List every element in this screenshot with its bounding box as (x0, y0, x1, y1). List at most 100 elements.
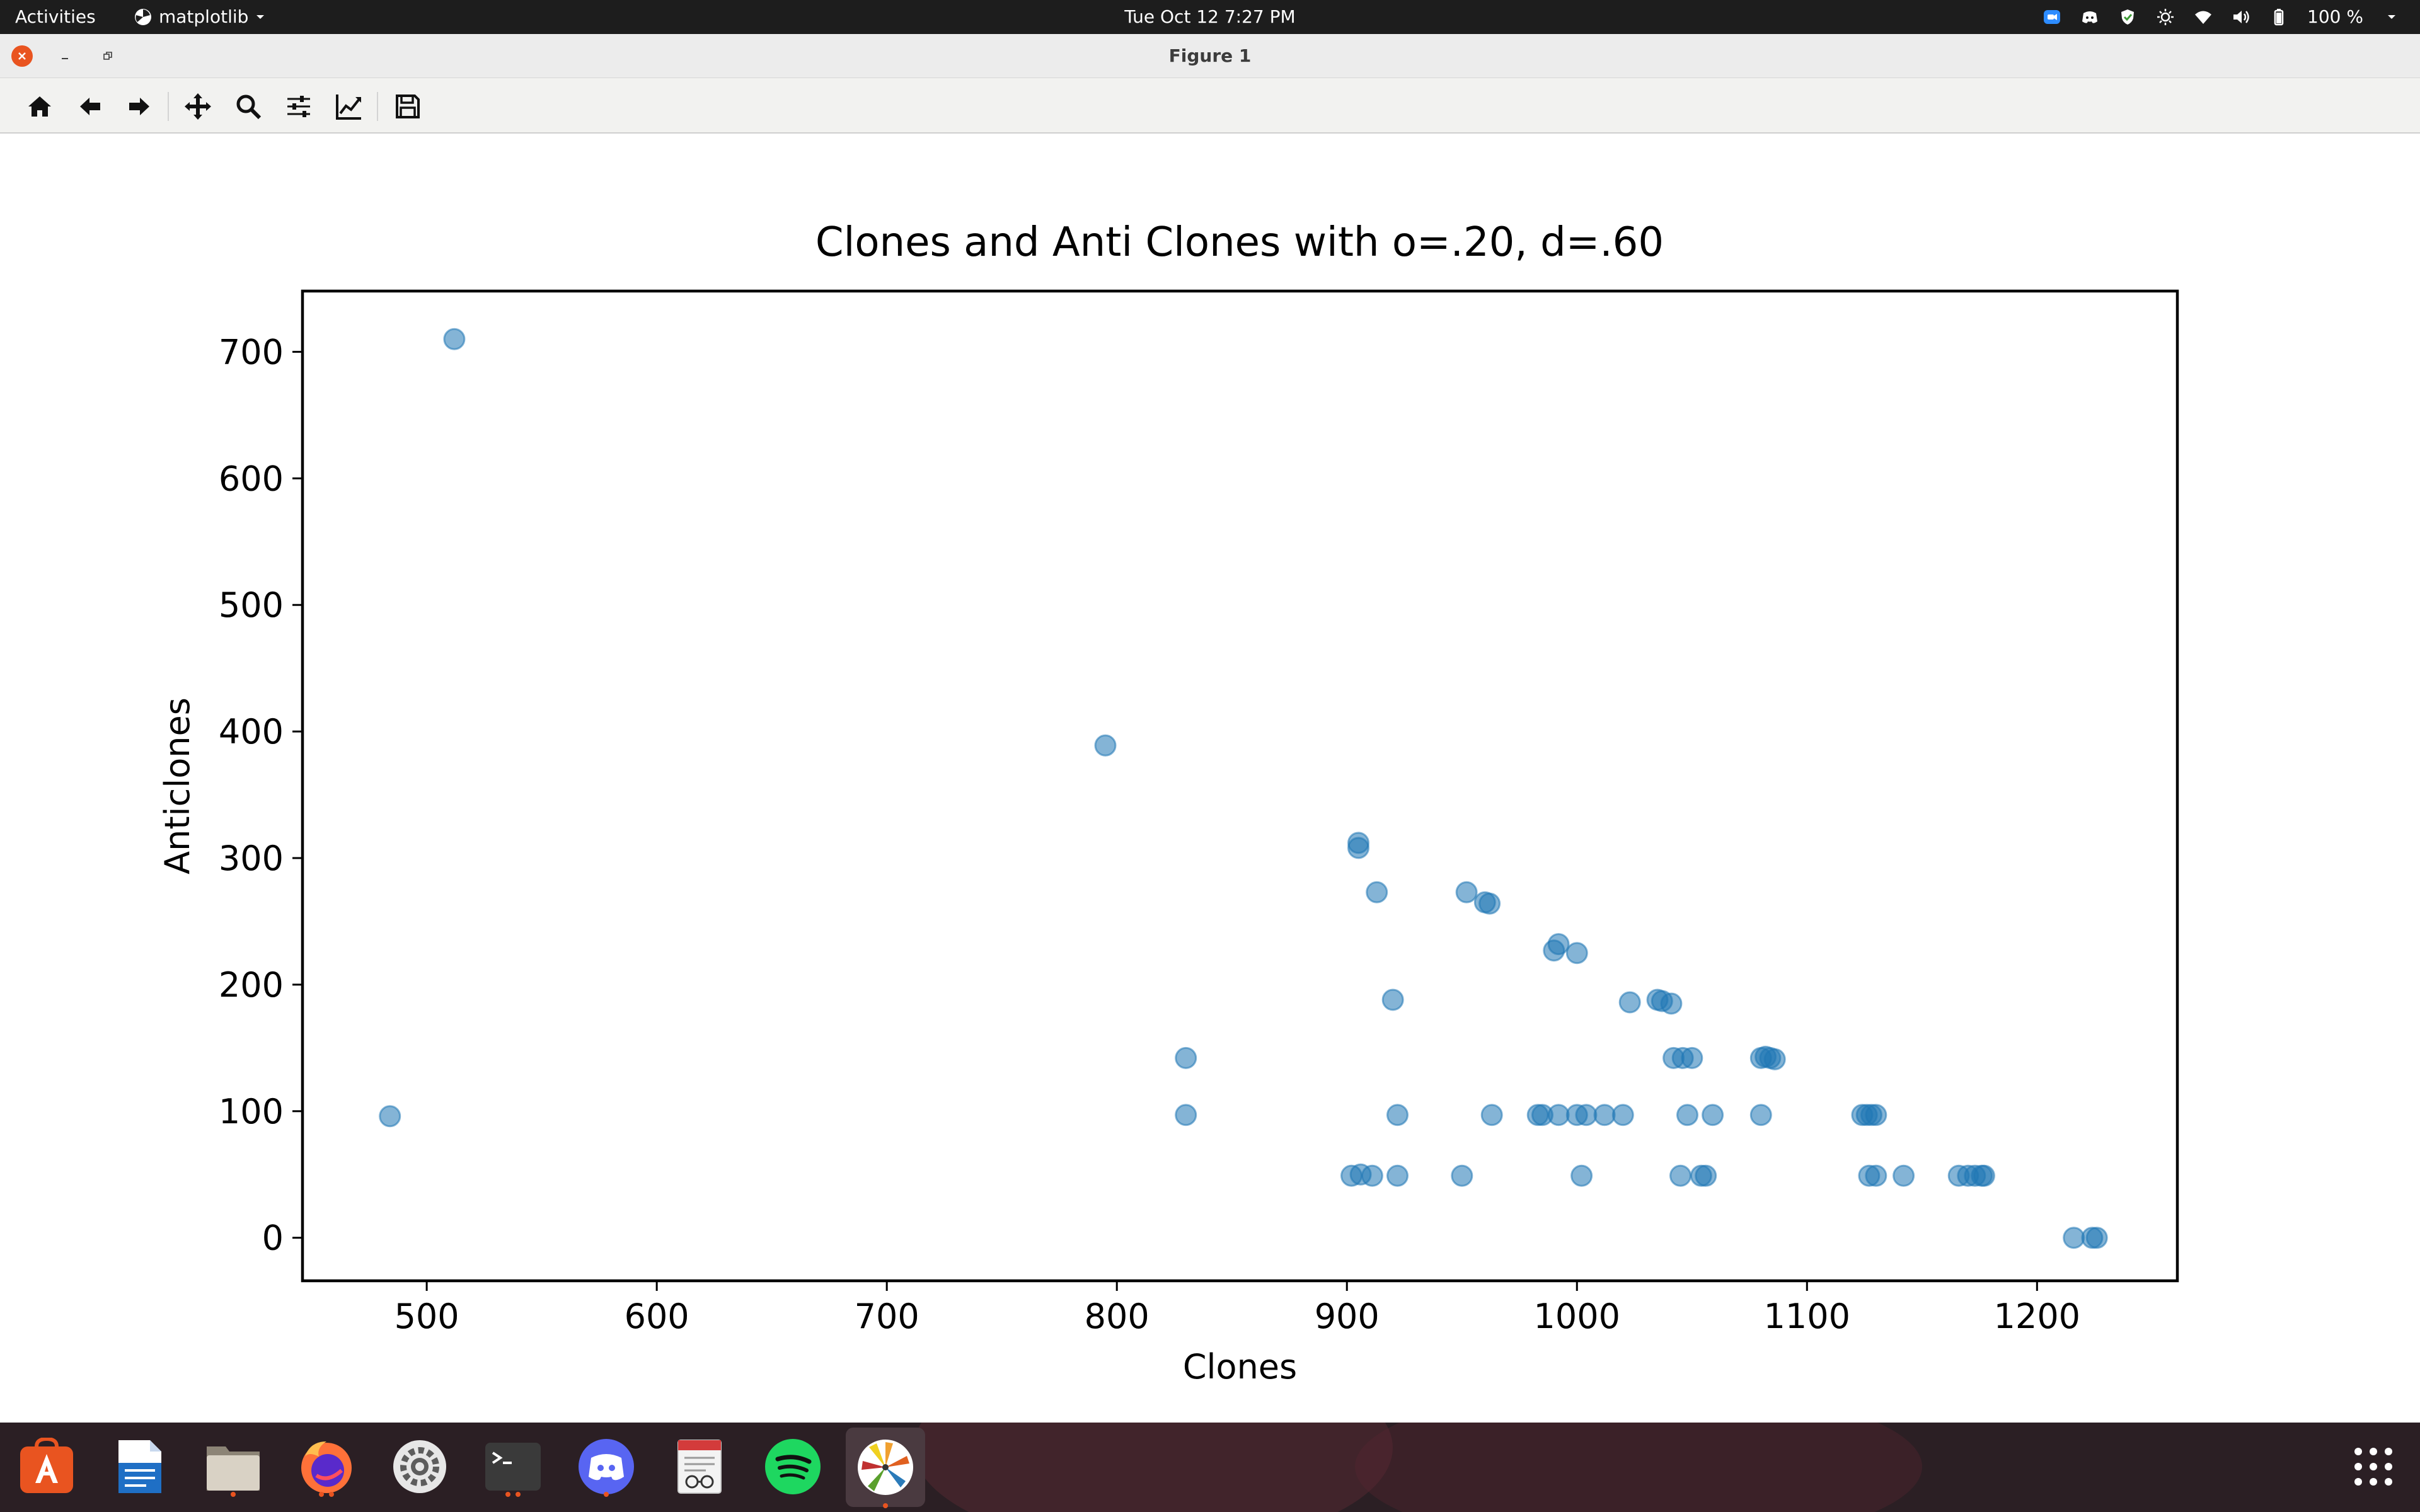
matplotlib-icon (858, 1440, 913, 1495)
edit-axis-icon (336, 94, 361, 120)
scatter-point (1381, 988, 1404, 1011)
scatter-point (1893, 1164, 1915, 1187)
scatter-point (379, 1105, 401, 1128)
app-menu[interactable]: matplotlib (134, 0, 266, 34)
scatter-point (1702, 1104, 1724, 1126)
running-indicator (329, 1492, 334, 1497)
figure-toolbar (0, 78, 2420, 134)
save-icon (396, 94, 420, 118)
dock-app-files[interactable] (202, 1435, 265, 1498)
firefox-icon (301, 1441, 352, 1493)
scatter-point (1865, 1104, 1887, 1126)
brightness-icon[interactable] (2156, 8, 2175, 26)
zoom-icon (236, 94, 262, 120)
minimize-button[interactable] (54, 45, 76, 67)
x-axis-label: Clones (1183, 1347, 1297, 1387)
settings-gear-icon (393, 1440, 446, 1493)
scatter-point (1386, 1104, 1409, 1126)
discord-tray-icon[interactable] (2080, 8, 2099, 26)
scatter-point (1451, 1164, 1473, 1187)
x-tick-label: 1200 (1994, 1297, 2080, 1336)
scatter-point (1547, 1104, 1570, 1126)
scatter-point (1611, 1104, 1634, 1126)
y-tick-label: 600 (219, 459, 284, 498)
app-grid-icon (2354, 1448, 2392, 1486)
wifi-icon[interactable] (2194, 8, 2213, 26)
zoom-button[interactable] (231, 89, 265, 123)
forward-button[interactable] (122, 89, 156, 123)
chevron-down-icon[interactable] (2382, 8, 2401, 26)
scatter-point (1570, 1164, 1593, 1187)
scatter-point (1749, 1104, 1772, 1126)
close-icon (18, 52, 26, 60)
back-button[interactable] (73, 89, 107, 123)
battery-percent: 100 % (2307, 6, 2363, 27)
shield-icon[interactable] (2118, 8, 2137, 26)
scatter-point (1386, 1164, 1409, 1187)
configure-subplots-icon (287, 96, 310, 117)
dock-app-writer[interactable] (108, 1435, 171, 1498)
scatter-point (1094, 734, 1117, 757)
scatter-point (1695, 1164, 1717, 1187)
app-menu-label: matplotlib (159, 6, 249, 27)
home-icon (28, 96, 51, 117)
scatter-point (1175, 1046, 1197, 1069)
scatter-point (1593, 1104, 1616, 1126)
activities-button[interactable]: Activities (15, 6, 96, 27)
window-title: Figure 1 (1168, 45, 1252, 66)
x-tick-label: 1100 (1764, 1297, 1850, 1336)
close-button[interactable] (11, 45, 33, 67)
running-indicator (883, 1503, 888, 1508)
clock[interactable]: Tue Oct 12 7:27 PM (1124, 6, 1296, 27)
scatter-point (1480, 1104, 1503, 1126)
scatter-point (443, 328, 466, 350)
scatter-point (2063, 1227, 2085, 1249)
show-applications-button[interactable] (2342, 1435, 2405, 1498)
dock-app-spotify[interactable] (761, 1435, 824, 1498)
running-indicator (604, 1492, 609, 1497)
minimize-icon (62, 58, 68, 59)
restore-icon (103, 52, 112, 60)
discord-icon (579, 1439, 634, 1494)
scatter-point (1669, 1164, 1691, 1187)
maximize-button[interactable] (97, 45, 118, 67)
top-panel: Activities matplotlib Tue Oct 12 7:27 PM (0, 0, 2420, 34)
figure-canvas[interactable]: Clones and Anti Clones with o=.20, d=.60… (0, 134, 2420, 1423)
dock-app-discord[interactable] (575, 1435, 638, 1498)
volume-icon[interactable] (2232, 8, 2250, 26)
dock-app-settings[interactable] (388, 1435, 451, 1498)
edit-axis-button[interactable] (332, 89, 366, 123)
dock-app-software[interactable] (15, 1435, 78, 1498)
back-arrow-icon (80, 98, 100, 115)
x-tick-label: 900 (1315, 1297, 1380, 1336)
y-tick-label: 300 (219, 839, 284, 878)
y-tick-label: 700 (219, 332, 284, 372)
scatter-chart[interactable]: Clones and Anti Clones with o=.20, d=.60… (0, 134, 2420, 1423)
software-center-icon (20, 1438, 73, 1493)
scatter-point (1865, 1164, 1887, 1187)
chevron-down-icon (256, 15, 265, 19)
save-button[interactable] (391, 89, 425, 123)
scatter-point (1455, 881, 1478, 903)
system-tray[interactable]: 100 % (2043, 0, 2401, 34)
home-button[interactable] (23, 89, 57, 123)
x-tick-label: 700 (855, 1297, 919, 1336)
toolbar-separator (168, 92, 169, 121)
points-layer (379, 328, 2108, 1249)
terminal-icon (485, 1443, 541, 1491)
libreoffice-writer-icon (118, 1440, 161, 1493)
scatter-point (1565, 942, 1588, 965)
configure-subplots-button[interactable] (282, 89, 316, 123)
battery-icon[interactable] (2269, 8, 2288, 26)
zoom-app-icon[interactable] (2043, 8, 2061, 26)
pan-button[interactable] (181, 89, 215, 123)
dock-app-terminal[interactable] (481, 1435, 544, 1498)
dock-app-document-viewer[interactable] (668, 1435, 731, 1498)
window-titlebar[interactable]: Figure 1 (0, 34, 2420, 78)
running-indicator (516, 1492, 521, 1497)
scatter-point (1681, 1046, 1703, 1069)
dock-app-firefox[interactable] (295, 1435, 358, 1498)
y-tick-label: 100 (219, 1092, 284, 1131)
y-tick-label: 500 (219, 585, 284, 625)
dock-app-matplotlib[interactable] (846, 1428, 925, 1508)
